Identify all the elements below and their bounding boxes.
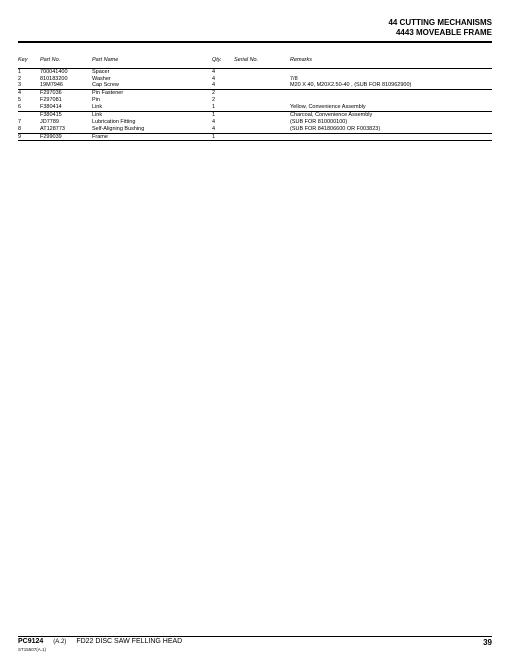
cell-sn (234, 119, 290, 126)
cell-name: Cap Screw (92, 82, 212, 89)
table-row: 6F380414Link1 Yellow, Convenience Assembl… (18, 104, 492, 111)
table-row: 9F299039Frame1 (18, 133, 492, 141)
cell-sn (234, 76, 290, 83)
cell-sn (234, 104, 290, 111)
cell-name: Spacer (92, 68, 212, 75)
cell-key: 1 (18, 68, 40, 75)
col-qty: Qty. (212, 57, 234, 68)
table-row: 5F297081Pin2 (18, 97, 492, 104)
table-row: 8AT128773Self-Aligning Bushing4 (SUB FOR … (18, 126, 492, 133)
cell-name: Frame (92, 133, 212, 141)
cell-sn (234, 133, 290, 141)
cell-name: Pin Fastener (92, 90, 212, 97)
footer-publication: PC9124 (18, 638, 43, 645)
col-partno: Part No. (40, 57, 92, 68)
cell-key: 8 (18, 126, 40, 133)
cell-qty: 1 (212, 111, 234, 118)
cell-part: F297081 (40, 97, 92, 104)
cell-rem: M20 X 40, M20X2.50-40 , (SUB FOR 8109629… (290, 82, 492, 89)
footer-description: FD22 DISC SAW FELLING HEAD (76, 638, 182, 645)
cell-sn (234, 111, 290, 118)
cell-part: F299039 (40, 133, 92, 141)
section-header: 44 CUTTING MECHANISMS 4443 MOVEABLE FRAM… (18, 18, 492, 39)
cell-key: 4 (18, 90, 40, 97)
cell-part: F380415 (40, 111, 92, 118)
table-row: F380415Link1 Charcoal, Convenience Assemb… (18, 111, 492, 118)
cell-key: 3 (18, 82, 40, 89)
cell-name: Self-Aligning Bushing (92, 126, 212, 133)
cell-key: 2 (18, 76, 40, 83)
table-row: 7JD7789Lubrication Fitting4 (SUB FOR 8100… (18, 119, 492, 126)
cell-rem (290, 97, 492, 104)
table-row: 4F297036Pin Fastener2 (18, 90, 492, 97)
cell-part: F380414 (40, 104, 92, 111)
cell-qty: 2 (212, 90, 234, 97)
cell-name: Pin (92, 97, 212, 104)
cell-sn (234, 82, 290, 89)
cell-rem: (SUB FOR 841806600 OR F003823) (290, 126, 492, 133)
page-footer: PC9124 (A.2) FD22 DISC SAW FELLING HEAD … (18, 636, 492, 652)
cell-rem: (SUB FOR 810000100) (290, 119, 492, 126)
cell-part: 810183200 (40, 76, 92, 83)
cell-part: 700041400 (40, 68, 92, 75)
cell-sn (234, 97, 290, 104)
cell-name: Lubrication Fitting (92, 119, 212, 126)
cell-qty: 2 (212, 97, 234, 104)
cell-part: 19M7946 (40, 82, 92, 89)
table-row: 319M7946Cap Screw4 M20 X 40, M20X2.50-40 … (18, 82, 492, 89)
cell-sn (234, 126, 290, 133)
col-remarks: Remarks (290, 57, 492, 68)
header-line-2: 4443 MOVEABLE FRAME (18, 28, 492, 38)
header-rule (18, 41, 492, 43)
cell-key: 9 (18, 133, 40, 141)
cell-name: Link (92, 104, 212, 111)
cell-rem: Yellow, Convenience Assembly (290, 104, 492, 111)
footer-page-number: 39 (483, 638, 492, 647)
table-header-row: Key Part No. Part Name Qty. Serial No. R… (18, 57, 492, 68)
cell-key: 5 (18, 97, 40, 104)
parts-table: Key Part No. Part Name Qty. Serial No. R… (18, 57, 492, 142)
cell-sn (234, 68, 290, 75)
cell-qty: 4 (212, 68, 234, 75)
cell-qty: 4 (212, 82, 234, 89)
cell-name: Link (92, 111, 212, 118)
col-name: Part Name (92, 57, 212, 68)
cell-rem: Charcoal, Convenience Assembly (290, 111, 492, 118)
footer-reference: ST15507(A.1) (18, 647, 492, 652)
cell-rem (290, 133, 492, 141)
col-key: Key (18, 57, 40, 68)
cell-key: 7 (18, 119, 40, 126)
cell-sn (234, 90, 290, 97)
cell-qty: 4 (212, 119, 234, 126)
cell-rem: 7/8 (290, 76, 492, 83)
cell-part: F297036 (40, 90, 92, 97)
cell-qty: 1 (212, 133, 234, 141)
col-serial: Serial No. (234, 57, 290, 68)
table-row: 1700041400Spacer4 (18, 68, 492, 75)
cell-qty: 4 (212, 76, 234, 83)
cell-part: AT128773 (40, 126, 92, 133)
cell-part: JD7789 (40, 119, 92, 126)
cell-rem (290, 68, 492, 75)
cell-rem (290, 90, 492, 97)
table-row: 2810183200Washer4 7/8 (18, 76, 492, 83)
cell-qty: 4 (212, 126, 234, 133)
footer-revision: (A.2) (53, 639, 66, 645)
cell-qty: 1 (212, 104, 234, 111)
header-line-1: 44 CUTTING MECHANISMS (18, 18, 492, 28)
cell-key (18, 111, 40, 118)
cell-name: Washer (92, 76, 212, 83)
cell-key: 6 (18, 104, 40, 111)
